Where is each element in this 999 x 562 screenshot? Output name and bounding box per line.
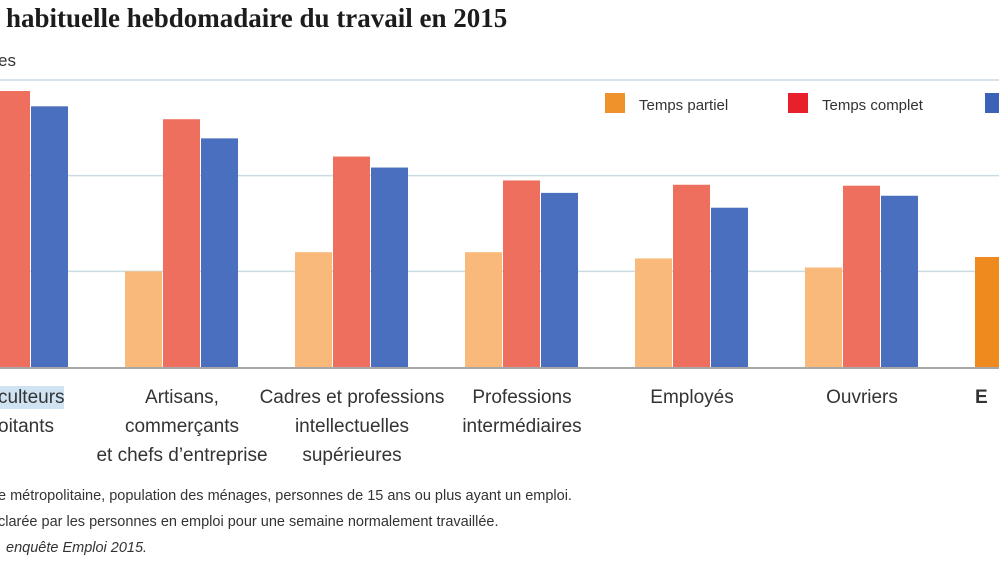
category-label-line: supérieures (302, 445, 401, 466)
legend-swatch (605, 93, 625, 113)
category-label: Employés (650, 387, 733, 408)
bar-temps-partiel (295, 252, 332, 367)
category-label-line: Professions (472, 387, 571, 408)
selection-highlight (0, 386, 64, 409)
category-label: Professions intermédiaires (462, 387, 581, 437)
bar-ensemble (541, 192, 578, 367)
category-label-line: intermédiaires (462, 416, 581, 437)
category-label-line: E (975, 387, 988, 408)
bar-temps-partiel (975, 256, 999, 367)
category-label: culteurs oitants (0, 386, 65, 437)
bar-temps-complet (0, 91, 30, 368)
bar-temps-partiel (635, 258, 672, 367)
bar-temps-complet (843, 185, 880, 367)
legend-label: Temps complet (822, 97, 924, 114)
bar-temps-partiel (805, 267, 842, 367)
category-label-line: Ouvriers (826, 387, 898, 408)
category-label: Cadres et professions intellectuelles supé… (260, 387, 445, 466)
bar-ensemble (881, 195, 918, 367)
bar-ensemble (371, 167, 408, 367)
category-label-line: culteurs (0, 387, 65, 408)
y-axis-unit: es (0, 51, 16, 70)
bar-temps-complet (333, 156, 370, 367)
bar-ensemble (711, 207, 748, 367)
footnote: clarée par les personnes en emploi pour … (0, 514, 499, 530)
category-label: Ouvriers (826, 387, 898, 408)
bar-temps-partiel (125, 271, 162, 367)
bar-temps-complet (673, 184, 710, 367)
category-label: E (975, 387, 988, 408)
legend-swatch (985, 93, 999, 113)
category-label-line: commerçants (125, 416, 239, 437)
bar-temps-complet (163, 119, 200, 368)
footnote: e métropolitaine, population des ménages… (0, 488, 572, 504)
bar-temps-complet (503, 180, 540, 367)
category-label-line: oitants (0, 416, 54, 437)
bar-ensemble (31, 106, 68, 367)
footnote: enquête Emploi 2015. (6, 540, 147, 556)
category-label-line: et chefs d’entreprise (96, 445, 267, 466)
bar-ensemble (201, 138, 238, 367)
chart-title: habituelle hebdomadaire du travail en 20… (6, 3, 507, 33)
category-label: Artisans, commerçants et chefs d’entrepris… (96, 387, 267, 466)
category-label-line: intellectuelles (295, 416, 409, 437)
legend-swatch (788, 93, 808, 113)
legend-label: Temps partiel (639, 97, 728, 114)
category-label-line: Employés (650, 387, 733, 408)
category-label-line: Cadres et professions (260, 387, 445, 408)
bar-temps-partiel (465, 252, 502, 367)
category-label-line: Artisans, (145, 387, 219, 408)
